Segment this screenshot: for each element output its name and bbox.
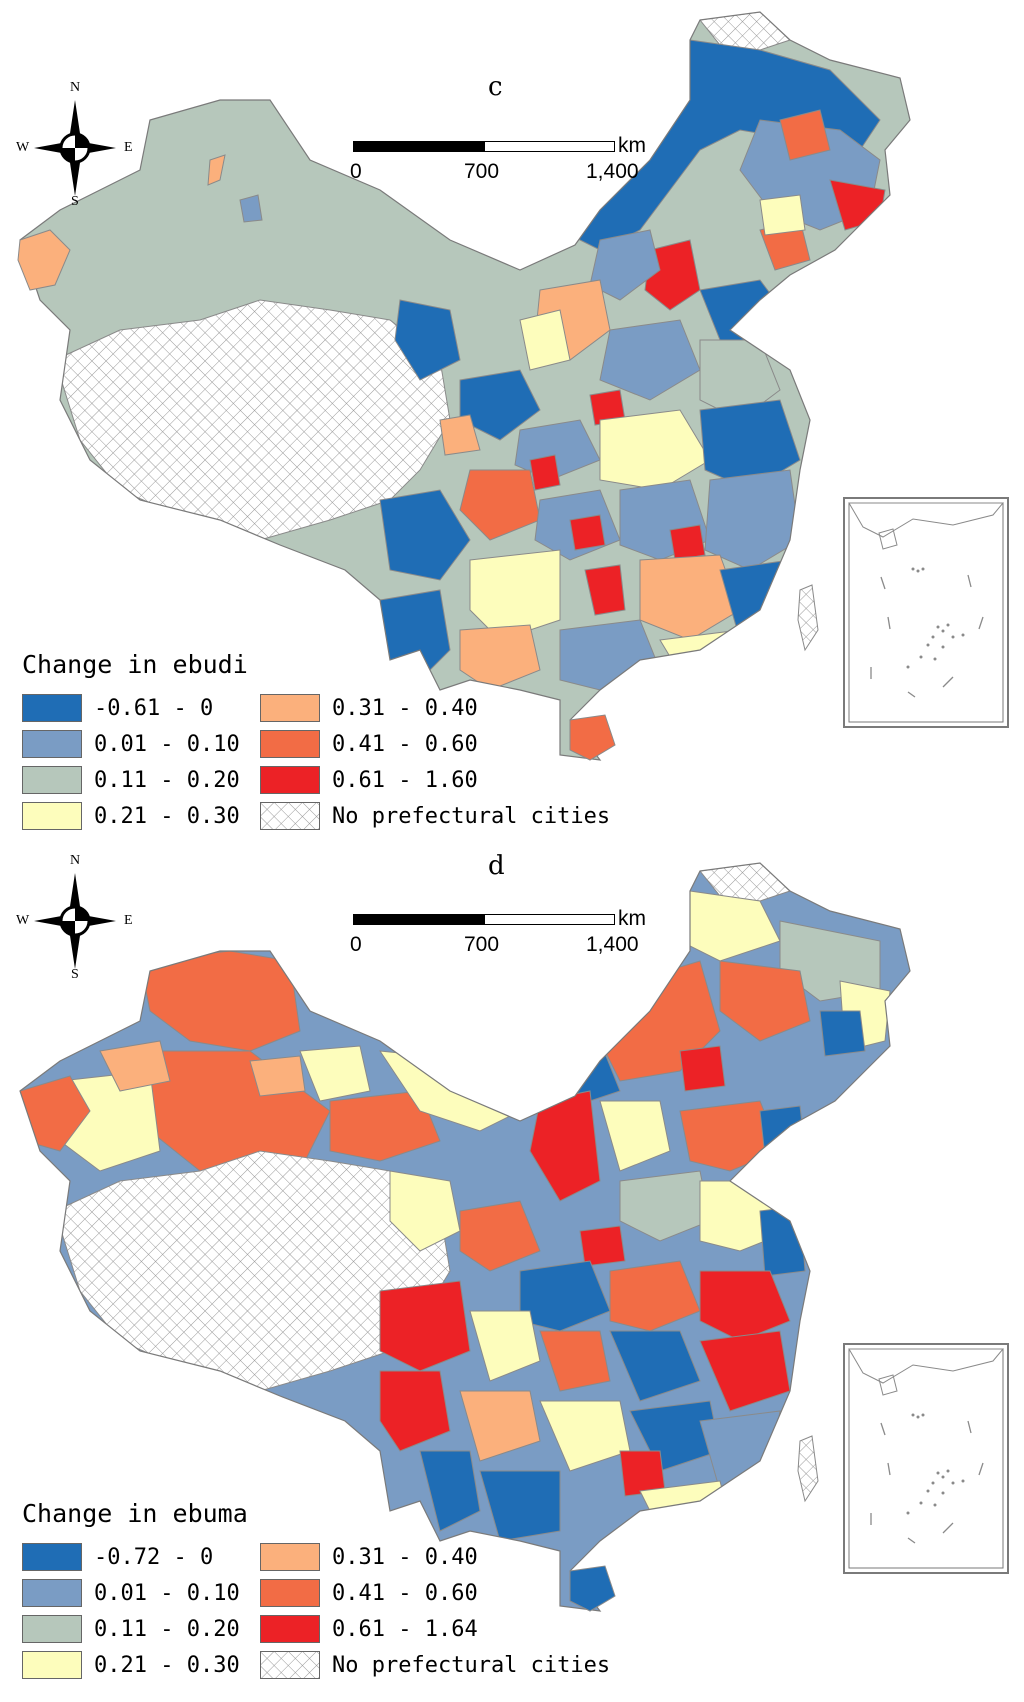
scale-unit: km bbox=[618, 907, 646, 930]
legend-swatch bbox=[260, 1543, 320, 1571]
legend-label: -0.72 - 0 bbox=[94, 1545, 214, 1570]
legend-label: 0.31 - 0.40 bbox=[332, 696, 478, 721]
panel-label: d bbox=[488, 851, 505, 881]
compass-east-label: E bbox=[124, 913, 133, 928]
legend-swatch bbox=[260, 1615, 320, 1643]
panel-label: c bbox=[488, 72, 503, 102]
legend-swatch bbox=[260, 730, 320, 758]
legend-swatch bbox=[22, 1651, 82, 1679]
legend-swatch bbox=[22, 1543, 82, 1571]
legend-label: 0.41 - 0.60 bbox=[332, 732, 478, 757]
legend: Change in ebudi -0.61 - 0 0.01 - 0.10 0.… bbox=[22, 650, 662, 850]
legend-swatch-hatch bbox=[260, 802, 320, 830]
scale-tick-1400: 1,400 bbox=[586, 160, 639, 183]
scale-bar-graphic bbox=[353, 914, 615, 925]
legend-label: No prefectural cities bbox=[332, 804, 611, 829]
compass-west-label: W bbox=[16, 140, 30, 155]
legend: Change in ebuma -0.72 - 0 0.01 - 0.10 0.… bbox=[22, 1499, 662, 1699]
legend-label: 0.11 - 0.20 bbox=[94, 1617, 240, 1642]
scale-tick-1400: 1,400 bbox=[586, 933, 639, 956]
legend-swatch bbox=[260, 694, 320, 722]
choropleth-map-c bbox=[17, 11, 911, 761]
legend-swatch bbox=[260, 766, 320, 794]
legend-swatch bbox=[260, 1579, 320, 1607]
legend-label: 0.61 - 1.60 bbox=[332, 768, 478, 793]
legend-swatch bbox=[22, 766, 82, 794]
legend-title: Change in ebuma bbox=[22, 1499, 248, 1528]
legend-label: 0.21 - 0.30 bbox=[94, 804, 240, 829]
scale-tick-0: 0 bbox=[350, 933, 362, 956]
south-china-sea-inset bbox=[843, 1343, 1009, 1574]
legend-swatch bbox=[22, 1615, 82, 1643]
legend-swatch bbox=[22, 1579, 82, 1607]
legend-label: 0.31 - 0.40 bbox=[332, 1545, 478, 1570]
legend-label: -0.61 - 0 bbox=[94, 696, 214, 721]
legend-label: 0.01 - 0.10 bbox=[94, 732, 240, 757]
legend-label: 0.11 - 0.20 bbox=[94, 768, 240, 793]
legend-swatch bbox=[22, 802, 82, 830]
legend-label: No prefectural cities bbox=[332, 1653, 611, 1678]
scale-bar: 0 700 1,400 km bbox=[350, 134, 650, 198]
legend-label: 0.01 - 0.10 bbox=[94, 1581, 240, 1606]
scale-bar: 0 700 1,400 km bbox=[350, 907, 650, 971]
legend-label: 0.21 - 0.30 bbox=[94, 1653, 240, 1678]
legend-title: Change in ebudi bbox=[22, 650, 248, 679]
map-panel-d: d N S W E 0 700 1,400 km bbox=[0, 851, 1024, 1702]
legend-label: 0.41 - 0.60 bbox=[332, 1581, 478, 1606]
south-china-sea-inset bbox=[843, 497, 1009, 728]
compass-rose-icon bbox=[34, 873, 116, 969]
scale-tick-0: 0 bbox=[350, 160, 362, 183]
compass-east-label: E bbox=[124, 140, 133, 155]
compass-west-label: W bbox=[16, 913, 30, 928]
north-arrow-compass: N S W E bbox=[16, 80, 133, 209]
compass-north-label: N bbox=[70, 80, 81, 95]
legend-swatch bbox=[22, 694, 82, 722]
compass-rose-icon bbox=[34, 100, 116, 196]
scale-unit: km bbox=[618, 134, 646, 157]
legend-label: 0.61 - 1.64 bbox=[332, 1617, 478, 1642]
compass-north-label: N bbox=[70, 853, 81, 868]
compass-south-label: S bbox=[71, 967, 79, 982]
north-arrow-compass: N S W E bbox=[16, 853, 133, 982]
compass-south-label: S bbox=[71, 194, 79, 209]
choropleth-map-d bbox=[19, 862, 911, 1612]
scale-bar-graphic bbox=[353, 141, 615, 152]
scale-tick-700: 700 bbox=[464, 933, 500, 956]
legend-swatch bbox=[22, 730, 82, 758]
map-panel-c: c N S W E 0 700 1,400 km bbox=[16, 11, 1009, 850]
scale-tick-700: 700 bbox=[464, 160, 500, 183]
legend-swatch-hatch bbox=[260, 1651, 320, 1679]
